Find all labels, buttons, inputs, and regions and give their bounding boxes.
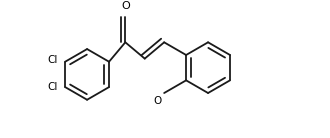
Text: O: O [153, 96, 161, 106]
Text: Cl: Cl [47, 82, 58, 92]
Text: Cl: Cl [47, 55, 58, 65]
Text: O: O [121, 1, 130, 11]
